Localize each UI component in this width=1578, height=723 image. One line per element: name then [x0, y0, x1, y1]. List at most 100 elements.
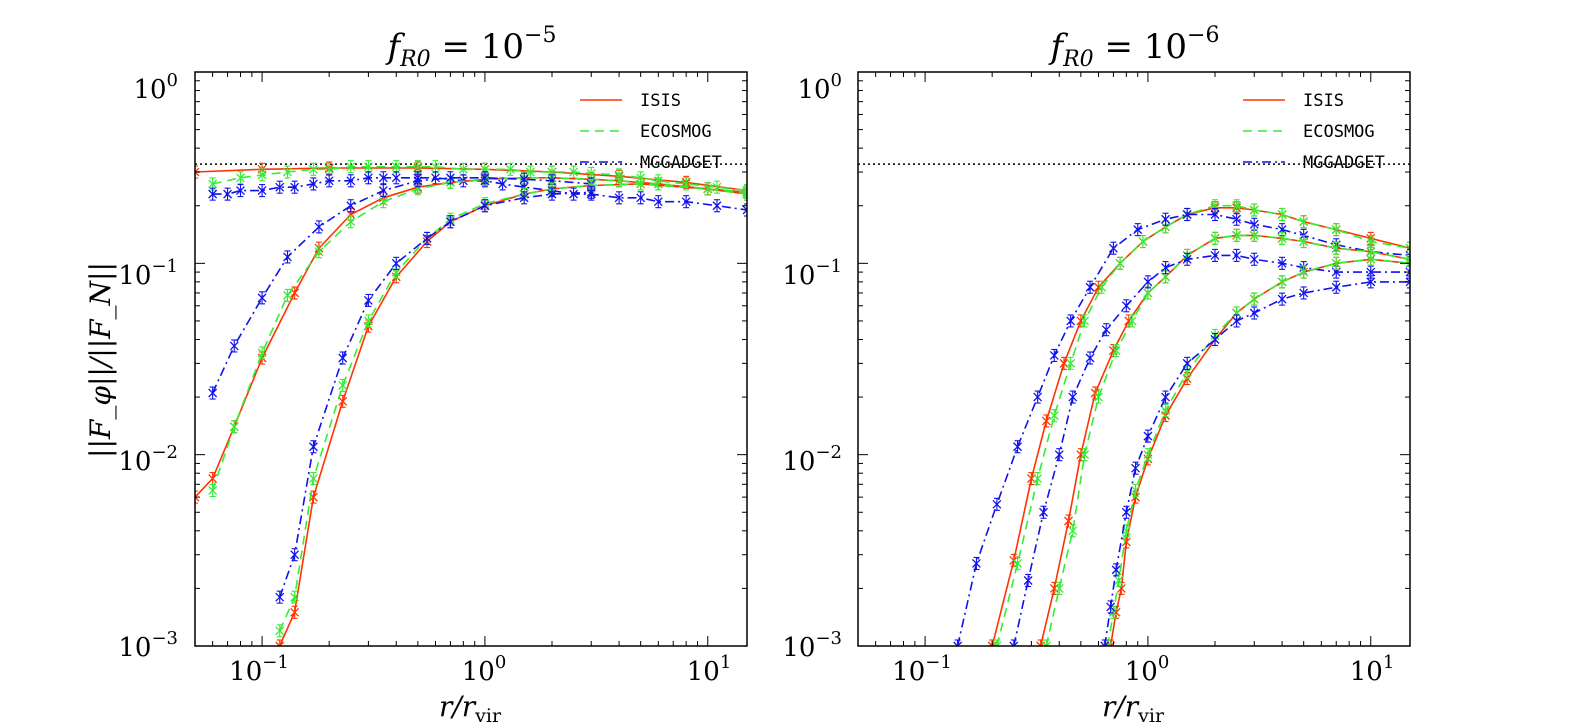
legend-label-ecosmog: ECOSMOG [640, 122, 712, 142]
right-series-mggadget-halo-2-point-1 [1023, 573, 1033, 588]
left-series-mggadget-halo-2-line [211, 177, 592, 394]
left-series-mggadget-halo-3-point-9 [519, 191, 529, 205]
left-series-ecosmog-halo-3-point-12 [636, 177, 646, 191]
right-series-ecosmog-halo-2 [1041, 228, 1410, 646]
left-legend-item-isis: ISIS [580, 91, 681, 111]
right-series-ecosmog-halo-1-point-15 [1299, 215, 1309, 229]
right-series-mggadget-halo-2-point-4 [1068, 390, 1078, 404]
right-series-ecosmog-halo-3-point-13 [1331, 256, 1341, 270]
left-series-mggadget-halo-2-point-1 [229, 339, 239, 353]
left-series-ecosmog-halo-2-point-2 [257, 346, 267, 360]
right-series-mggadget-halo-1-point-13 [1232, 212, 1242, 226]
right-x-axis-label: r/rvir [1102, 690, 1165, 723]
right-series-isis-halo-1-line [991, 207, 1410, 646]
left-series-isis-halo-3-line [278, 183, 747, 646]
left-series-ecosmog-halo-1-point-1 [236, 171, 245, 185]
right-series-ecosmog-halo-1-point-12 [1232, 199, 1242, 213]
right-series-mggadget-halo-3-point-0 [1100, 639, 1110, 646]
right-series-mggadget-halo-2-point-2 [1039, 505, 1048, 519]
left-series-ecosmog-halo-2 [208, 171, 747, 498]
left-series-ecosmog-halo-1-point-2 [257, 168, 267, 182]
right-series-ecosmog-halo-3 [1103, 252, 1410, 646]
left-series-ecosmog-halo-3-point-0 [275, 624, 285, 638]
left-series-mggadget-halo-2 [208, 171, 596, 400]
left-series-mggadget-halo-2-point-5 [346, 199, 356, 213]
right-series-isis-halo-2-point-2 [1064, 514, 1073, 528]
right-series-ecosmog-halo-2-line [1045, 234, 1410, 646]
left-series-mggadget-halo-1-point-7 [324, 174, 334, 188]
left-ytick-label-0.1: 10−1 [118, 256, 178, 291]
right-plot-area [858, 163, 1410, 646]
right-series-mggadget-halo-3-point-11 [1277, 292, 1287, 306]
left-series-isis-halo-1-point-0 [195, 165, 200, 179]
right-series-mggadget-halo-3-point-6 [1161, 390, 1171, 404]
left-plot-area [195, 160, 747, 646]
right-series-ecosmog-halo-2-point-5 [1111, 344, 1121, 358]
right-series-mggadget-halo-2-point-6 [1101, 323, 1111, 337]
left-series-isis-halo-3-point-1 [290, 605, 300, 619]
left-series-mggadget-halo-1-point-26 [742, 203, 747, 217]
right-series-mggadget-halo-3-point-13 [1331, 280, 1341, 294]
left-series-mggadget-halo-1-point-11 [391, 171, 401, 185]
right-series-isis-halo-1-point-4 [1059, 356, 1069, 370]
right-series-mggadget-halo-3-point-15 [1405, 275, 1410, 289]
right-y-tick-labels: 100 10−1 10−2 10−3 [782, 70, 842, 663]
right-series-ecosmog-halo-2-point-14 [1299, 234, 1309, 249]
right-series-ecosmog-halo-1-point-1 [1013, 556, 1023, 571]
right-legend: ISIS ECOSMOG MGGADGET [1243, 91, 1385, 173]
left-ytick-label-1: 100 [133, 70, 178, 105]
right-series-mggadget-halo-2-point-14 [1277, 256, 1287, 270]
right-series-ecosmog-halo-2-point-10 [1210, 231, 1220, 245]
right-ytick-label-0.1: 10−1 [782, 256, 842, 291]
right-ytick-label-0.01: 10−2 [782, 442, 842, 477]
left-series-mggadget-halo-3-point-4 [363, 293, 373, 307]
left-series-ecosmog-halo-2-point-6 [378, 195, 388, 209]
right-series-ecosmog-halo-1-point-2 [1033, 472, 1043, 486]
left-series-ecosmog-halo-1-point-10 [431, 160, 440, 174]
right-series-ecosmog-halo-1-point-16 [1331, 223, 1341, 237]
left-panel: fR0 = 10−5 100 10−1 10−2 10−3 10−1 100 1… [118, 23, 748, 723]
left-series-mggadget-halo-3-point-3 [338, 351, 348, 365]
right-series-isis-halo-2-point-1 [1049, 581, 1059, 595]
right-series-ecosmog-halo-1-point-8 [1138, 234, 1148, 249]
right-series-ecosmog-halo-1-point-7 [1115, 256, 1125, 270]
right-series-ecosmog-halo-3-point-2 [1114, 573, 1124, 588]
right-series-mggadget-halo-1-point-10 [1161, 212, 1171, 226]
right-series-mggadget-halo-2-point-3 [1054, 448, 1064, 462]
left-series-mggadget-halo-3-point-7 [445, 215, 455, 229]
y-axis-label: ||F_φ||/||F_N|| [84, 262, 117, 458]
left-panel-title: fR0 = 10−5 [385, 23, 557, 72]
right-x-tick-labels: 10−1 100 101 [892, 652, 1394, 687]
left-series-ecosmog-halo-3-point-13 [703, 182, 713, 196]
left-legend-item-ecosmog: ECOSMOG [580, 122, 712, 142]
right-series-mggadget-halo-1-point-4 [1033, 390, 1043, 404]
left-series-mggadget-halo-2-point-3 [283, 250, 292, 264]
left-series-ecosmog-halo-3-point-11 [586, 178, 596, 193]
left-series-mggadget-halo-2-point-10 [519, 172, 529, 186]
right-series-mggadget-halo-3-point-2 [1111, 563, 1121, 577]
right-series-ecosmog-halo-3-point-12 [1299, 265, 1309, 279]
left-series-mggadget-halo-1-point-24 [681, 195, 691, 209]
right-series-mggadget-halo-1 [953, 207, 1410, 646]
right-axes-frame [857, 71, 1411, 647]
left-ticks [194, 71, 747, 647]
left-series-mggadget-halo-3-point-11 [586, 185, 596, 199]
left-axes-frame [194, 71, 748, 647]
left-x-tick-labels: 10−1 100 101 [229, 652, 731, 687]
left-series-ecosmog-halo-2-point-3 [283, 288, 292, 302]
left-series-mggadget-halo-1-point-9 [363, 171, 373, 185]
right-series-mggadget-halo-3-point-7 [1182, 356, 1192, 370]
left-title-eq: = 10 [431, 27, 524, 67]
left-series-mggadget-halo-2-point-8 [445, 171, 455, 185]
left-series-mggadget-halo-3-point-6 [422, 231, 432, 245]
right-series-mggadget-halo-2-point-10 [1182, 252, 1192, 266]
left-xtick-label-10: 101 [687, 652, 732, 687]
right-series-ecosmog-halo-1-point-13 [1249, 203, 1259, 217]
left-series-ecosmog-halo-3-point-3 [338, 378, 348, 393]
left-series-ecosmog-halo-2-line [211, 177, 747, 491]
left-series-ecosmog-halo-2-point-13 [614, 174, 624, 188]
right-xtick-label-1: 100 [1125, 652, 1170, 687]
right-series-ecosmog-halo-2-point-12 [1249, 228, 1259, 242]
left-series-mggadget-halo-1-point-23 [653, 195, 663, 209]
